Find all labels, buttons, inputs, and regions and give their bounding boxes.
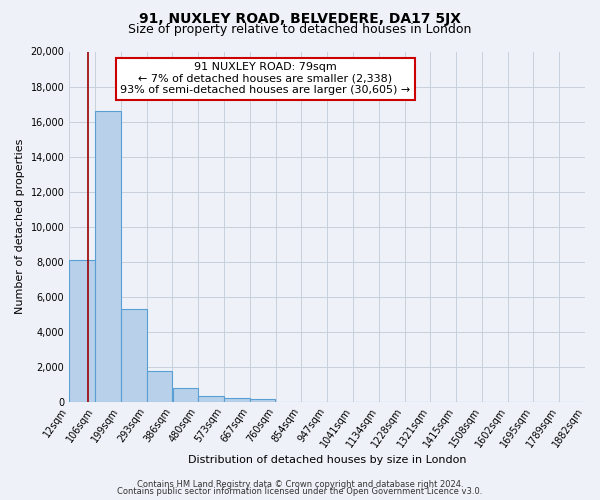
Bar <box>199 396 224 402</box>
Text: Size of property relative to detached houses in London: Size of property relative to detached ho… <box>128 22 472 36</box>
Bar <box>121 309 146 402</box>
Text: 91, NUXLEY ROAD, BELVEDERE, DA17 5JX: 91, NUXLEY ROAD, BELVEDERE, DA17 5JX <box>139 12 461 26</box>
Text: Contains HM Land Registry data © Crown copyright and database right 2024.: Contains HM Land Registry data © Crown c… <box>137 480 463 489</box>
Bar <box>173 388 198 402</box>
Bar <box>250 399 275 402</box>
Text: Contains public sector information licensed under the Open Government Licence v3: Contains public sector information licen… <box>118 487 482 496</box>
Y-axis label: Number of detached properties: Number of detached properties <box>15 139 25 314</box>
Text: 91 NUXLEY ROAD: 79sqm
← 7% of detached houses are smaller (2,338)
93% of semi-de: 91 NUXLEY ROAD: 79sqm ← 7% of detached h… <box>120 62 410 95</box>
Bar <box>95 111 121 402</box>
Bar <box>224 398 250 402</box>
Bar <box>147 371 172 402</box>
X-axis label: Distribution of detached houses by size in London: Distribution of detached houses by size … <box>188 455 466 465</box>
Bar <box>70 260 95 402</box>
